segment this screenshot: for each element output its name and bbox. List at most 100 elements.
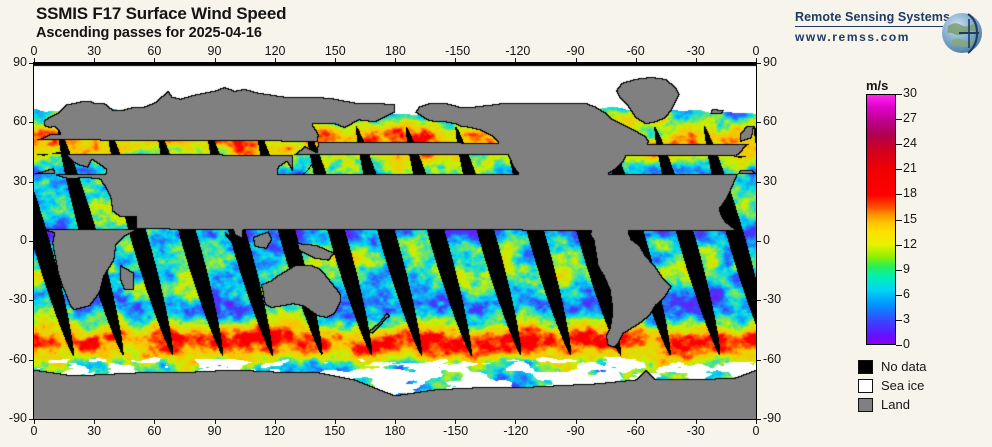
y-tick-label-right: -30 [763,292,782,307]
colorbar-unit-label: m/s [866,78,889,93]
y-tick-label-right: 90 [763,55,777,69]
y-tick-mark-left [29,122,33,124]
x-tick-label-bottom: 90 [207,424,222,438]
colorbar-tick-label: 6 [903,286,910,301]
y-tick-label-left: 0 [20,233,27,247]
colorbar-tick-label: 3 [903,311,910,326]
y-tick-label-left: -60 [8,351,27,366]
page-subtitle: Ascending passes for 2025-04-16 [36,25,262,41]
x-tick-mark-bottom [635,420,637,424]
colorbar-tick-label: 9 [903,261,910,276]
x-tick-label-top: 90 [207,44,222,58]
legend-swatch [858,359,873,374]
x-tick-mark-bottom [515,420,517,424]
y-tick-label-right: 0 [763,233,770,247]
x-tick-mark-top [94,58,96,62]
globe-icon [942,13,982,54]
x-tick-label-bottom: -150 [443,424,469,438]
x-tick-label-bottom: 150 [324,424,346,438]
x-tick-mark-top [274,58,276,62]
x-tick-mark-bottom [94,420,96,424]
colorbar-tick [896,244,902,246]
x-tick-label-top: -150 [445,44,471,58]
colorbar-tick [896,345,902,346]
logo-url: www.remss.com [795,30,911,44]
colorbar-tick-label: 27 [903,111,917,126]
y-tick-mark-right [757,241,761,242]
y-tick-mark-right [757,300,761,302]
x-tick-label-bottom: -120 [503,424,529,438]
x-tick-mark-bottom [274,420,276,424]
x-tick-label-bottom: -90 [566,424,585,438]
y-tick-mark-right [757,122,761,124]
x-tick-mark-bottom [214,420,216,424]
colorbar-tick-label: 21 [903,161,917,176]
colorbar[interactable] [866,94,896,345]
x-tick-label-bottom: 0 [30,424,38,438]
x-tick-mark-bottom [334,420,336,424]
colorbar-tick-label: 0 [903,337,910,351]
y-tick-mark-right [757,359,761,361]
legend-swatch [858,378,873,393]
x-tick-label-bottom: 120 [264,424,286,438]
legend-label: No data [881,359,927,374]
map-legend: No data Sea ice Land [858,357,927,414]
x-tick-label-top: -60 [626,44,645,58]
x-tick-label-bottom: 30 [87,424,102,438]
x-tick-label-bottom: 180 [384,424,406,438]
x-tick-label-top: -120 [505,44,531,58]
colorbar-tick-label: 24 [903,136,917,151]
y-tick-label-right: -90 [763,411,782,425]
legend-swatch [858,397,873,412]
x-tick-label-bottom: -60 [626,424,645,438]
y-tick-mark-left [29,359,33,361]
legend-label: Sea ice [881,378,925,393]
x-tick-mark-bottom [395,420,396,424]
x-tick-mark-top [154,58,156,62]
y-tick-label-right: 30 [763,173,777,188]
title-block: SSMIS F17 Surface Wind Speed Ascending p… [36,4,286,42]
logo-divider [795,26,943,27]
y-tick-mark-left [29,181,33,183]
x-tick-label-bottom: 60 [147,424,162,438]
x-tick-mark-top [515,58,517,62]
x-tick-mark-top [756,58,757,62]
x-tick-mark-bottom [575,420,577,424]
x-tick-mark-bottom [34,420,35,424]
y-tick-label-right: -60 [763,351,782,366]
x-tick-label-top: 180 [385,44,406,58]
colorbar-tick [896,169,902,171]
y-tick-label-left: 30 [13,173,27,188]
y-tick-label-left: -30 [8,292,27,307]
legend-label: Land [881,397,910,412]
x-tick-mark-top [635,58,637,62]
colorbar-tick [896,219,902,221]
y-tick-label-left: 60 [13,114,27,129]
y-tick-label-right: 60 [763,114,777,129]
x-tick-label-top: -90 [566,44,585,58]
colorbar-tick [896,194,902,196]
y-tick-mark-right [757,63,761,64]
legend-item: Land [858,395,927,414]
legend-item: Sea ice [858,376,927,395]
x-tick-mark-top [34,58,35,62]
y-tick-mark-left [29,241,33,242]
colorbar-tick [896,294,902,296]
y-tick-mark-left [29,300,33,302]
x-tick-label-top: 30 [87,44,102,58]
remss-logo[interactable]: Remote Sensing Systems www.remss.com [795,10,985,60]
x-tick-mark-bottom [695,420,697,424]
colorbar-tick [896,144,902,146]
x-tick-label-top: 0 [752,44,760,58]
wind-speed-map[interactable] [33,62,757,420]
x-tick-label-bottom: -30 [686,424,705,438]
page-title: SSMIS F17 Surface Wind Speed [36,4,287,23]
y-tick-label-left: 90 [13,55,27,69]
colorbar-tick [896,94,902,95]
map-canvas [34,63,756,419]
x-tick-mark-top [395,58,396,62]
logo-company-name: Remote Sensing Systems [795,10,951,24]
x-tick-mark-top [695,58,697,62]
x-tick-mark-top [575,58,577,62]
x-tick-mark-top [334,58,336,62]
